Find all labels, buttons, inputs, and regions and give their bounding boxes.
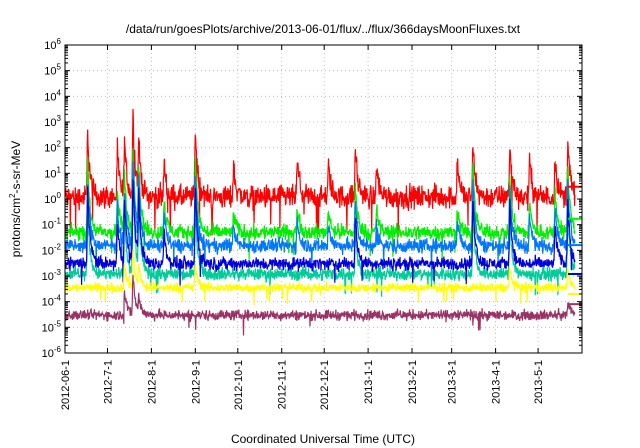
y-axis-label-prefix: protons/cm [9,198,23,257]
series-line [64,108,576,240]
y-tick-label: 10-3 [42,268,62,283]
x-tick-label: 2013-2-1 [407,360,419,404]
y-tick-label: 104 [44,88,61,103]
x-axis-label: Coordinated Universal Time (UTC) [231,432,415,446]
series-line [64,161,576,275]
series-line [64,187,576,297]
y-tick-label: 10-2 [42,242,62,257]
series-line [64,179,576,288]
x-tick-label: 2013-5-1 [533,360,545,404]
x-tick-label: 2012-12-1 [319,360,331,410]
x-tick-label: 2013-1-1 [363,360,375,404]
chart-title: /data/run/goesPlots/archive/2013-06-01/f… [126,22,521,36]
series-line [64,148,576,262]
x-axis-ticks: 2012-06-1 2012-7-1 2012-8-1 2012-9-1 2012-10… [60,45,545,410]
data-series [64,108,576,336]
x-tick-label: 2012-10-1 [233,360,245,410]
x-tick-label: 2012-06-1 [60,360,72,410]
y-axis-label-superscript: 2 [8,193,17,198]
y-tick-label: 10-1 [42,217,62,232]
y-tick-label: 106 [44,37,61,52]
y-axis-ticks: 106 105 104 103 102 101 100 10-1 10-2 10-3 10-4 10-… [42,37,582,360]
y-tick-label: 10-4 [42,294,62,309]
x-tick-label: 2012-8-1 [146,360,158,404]
x-tick-label: 2013-3-1 [447,360,459,404]
x-tick-label: 2012-7-1 [102,360,114,404]
y-tick-label: 10-6 [42,345,62,360]
x-tick-label: 2012-9-1 [190,360,202,404]
series-line [64,249,576,306]
series-line [64,275,576,336]
y-tick-label: 103 [44,114,61,129]
y-tick-label: 10-5 [42,319,62,334]
y-tick-label: 102 [44,140,61,155]
y-axis-label: protons/cm2-s-sr-MeV [8,141,23,257]
x-tick-label: 2013-4-1 [491,360,503,404]
y-axis-label-suffix: -s-sr-MeV [9,141,23,194]
y-tick-label: 100 [44,191,61,206]
x-tick-label: 2012-11-1 [277,360,289,409]
y-tick-label: 101 [44,165,61,180]
y-tick-label: 105 [44,63,61,78]
